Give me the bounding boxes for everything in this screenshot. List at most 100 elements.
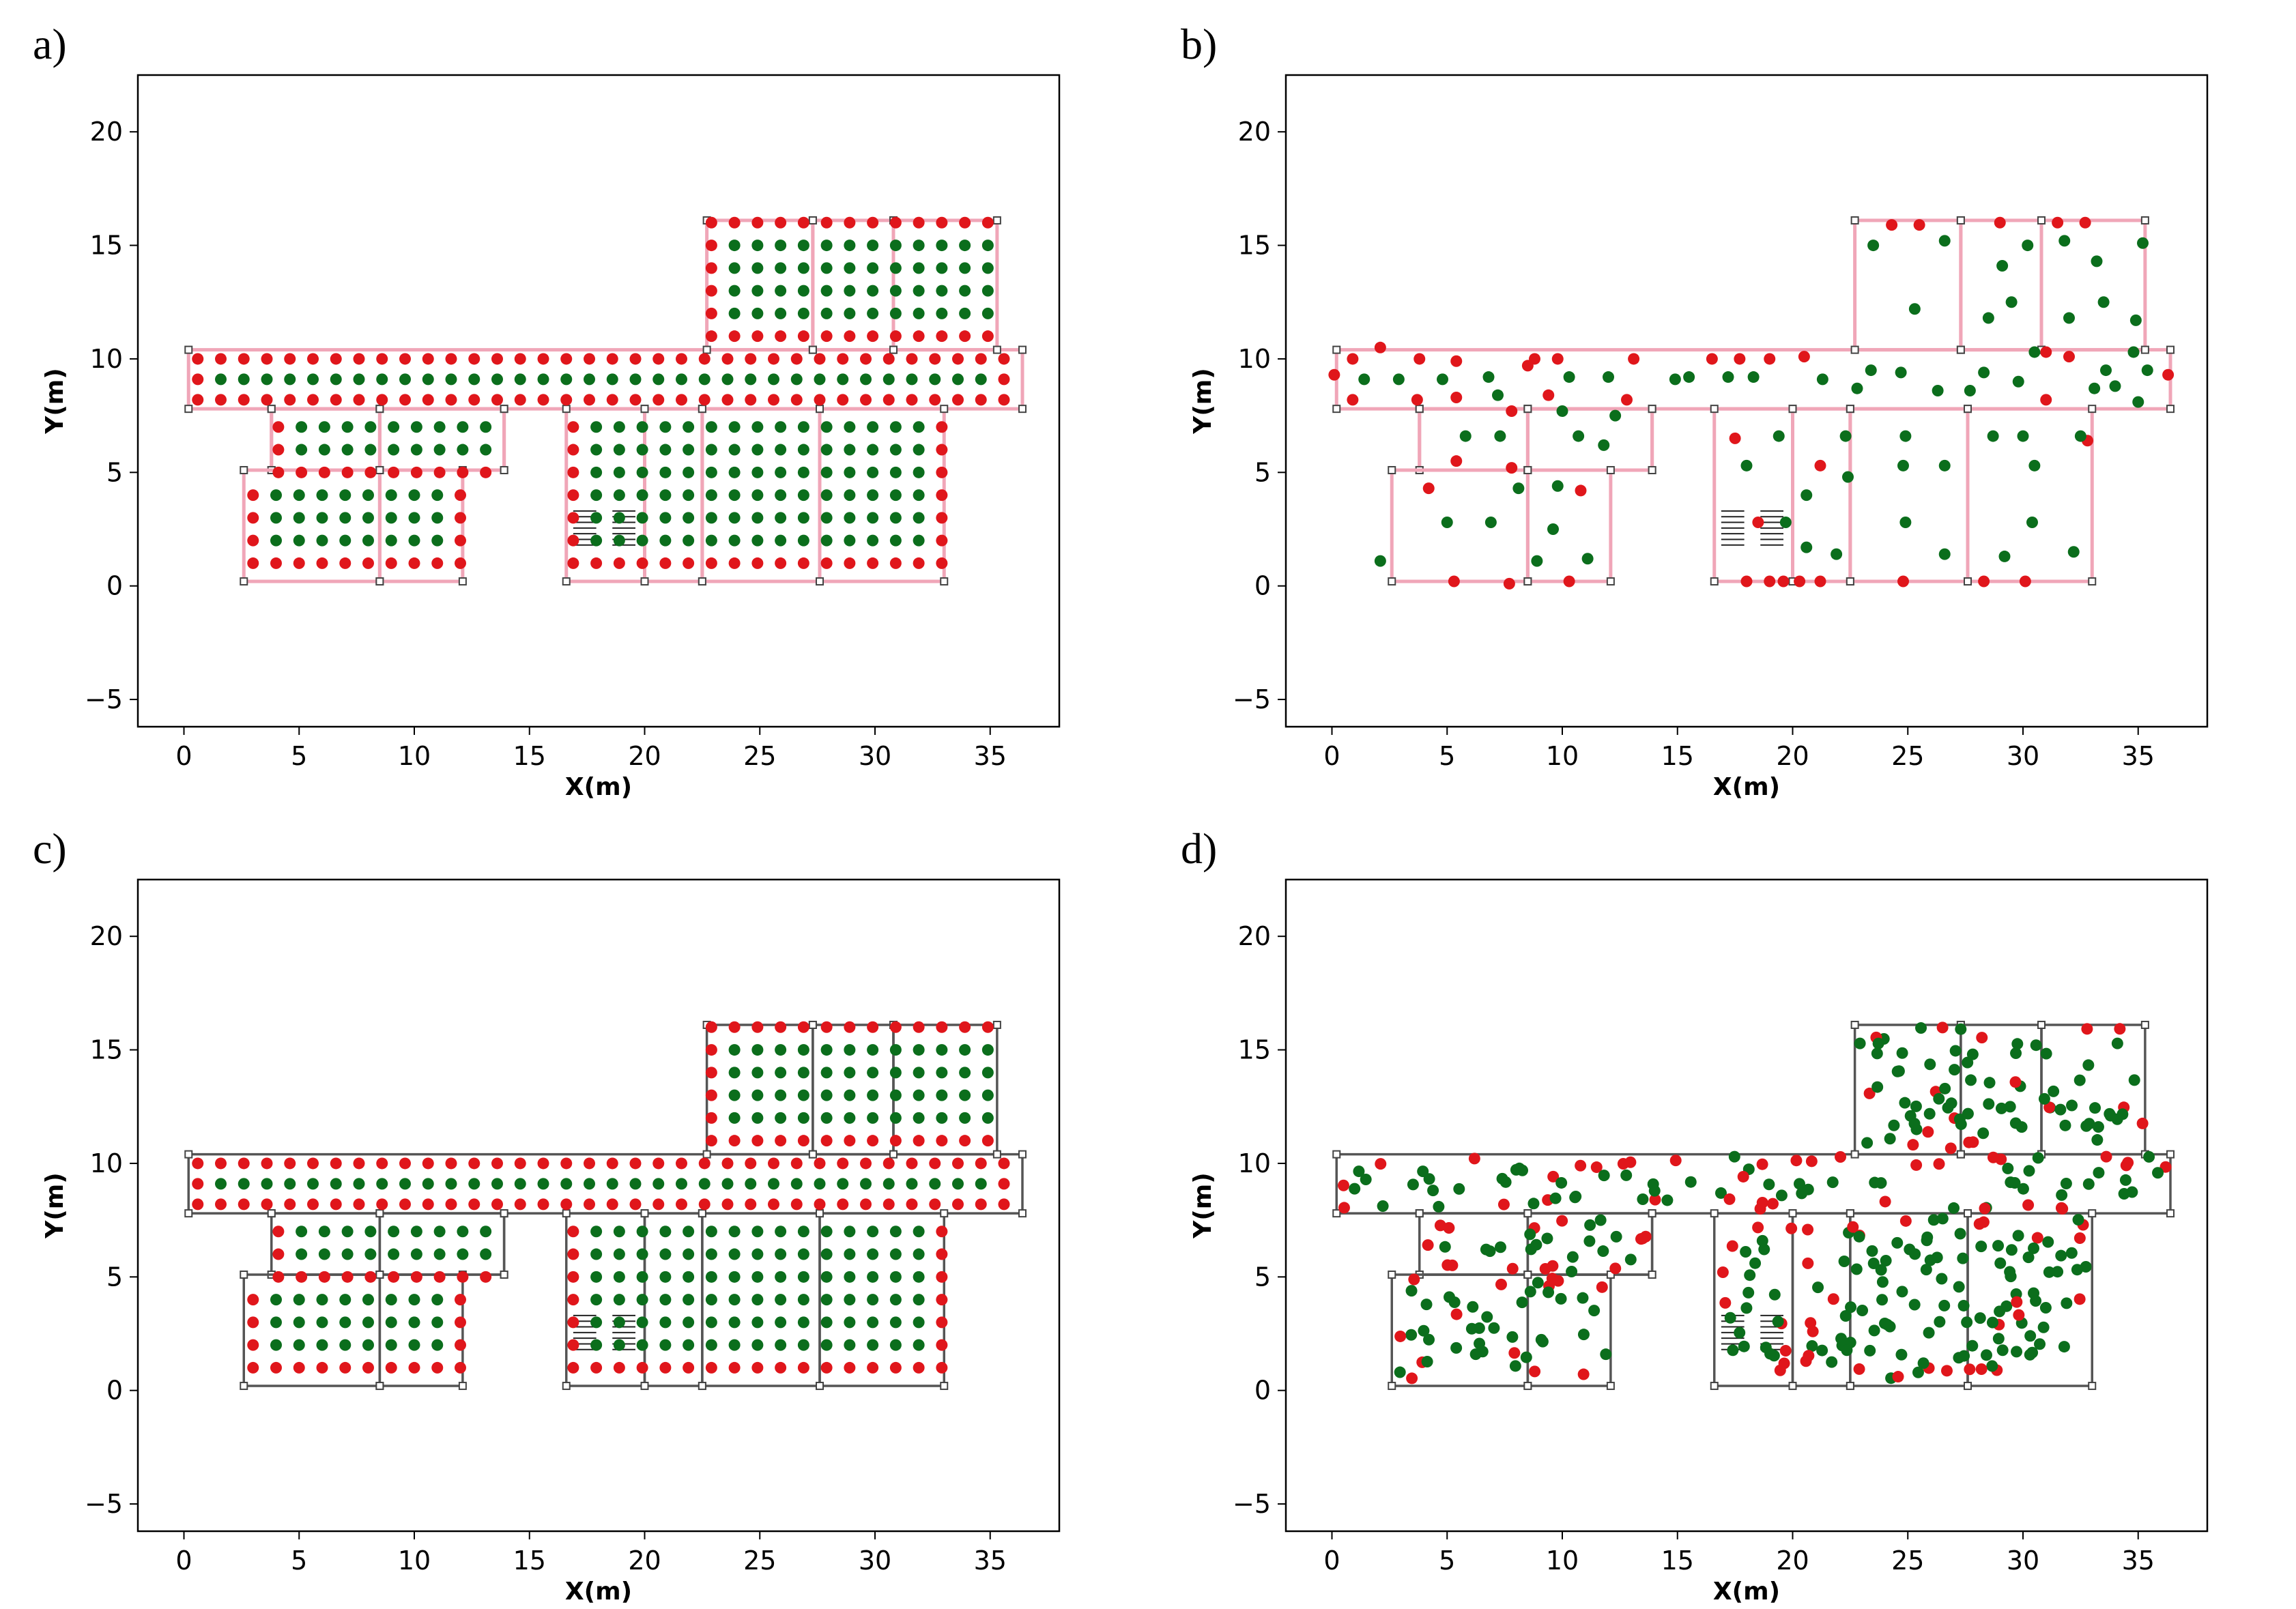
point-red [889, 330, 902, 343]
point-green [590, 534, 603, 547]
point-red [1394, 1330, 1407, 1342]
point-red [882, 1157, 895, 1170]
point-green [913, 1067, 925, 1079]
wall-column [1523, 1382, 1532, 1391]
point-green [751, 1294, 764, 1306]
point-red [705, 1135, 717, 1147]
point-green [1742, 1286, 1755, 1299]
point-green [330, 1178, 342, 1190]
point-green [2002, 1162, 2014, 1174]
point-green [1683, 371, 1695, 383]
wall-column [375, 577, 384, 586]
point-green [1772, 1316, 1784, 1328]
point-green [1871, 1047, 1883, 1060]
point-red [721, 394, 734, 406]
point-green [728, 1067, 741, 1079]
point-green [316, 534, 328, 547]
point-green [867, 444, 879, 456]
point-green [1555, 1292, 1567, 1305]
point-red [272, 1248, 285, 1260]
point-green [728, 1112, 741, 1124]
point-green [705, 512, 717, 524]
point-green [1779, 517, 1792, 529]
point-green [1512, 482, 1525, 495]
point-red [293, 557, 305, 569]
point-green [705, 1294, 717, 1306]
point-red [814, 1157, 826, 1170]
point-green [844, 285, 856, 297]
x-tick-label: 35 [2122, 741, 2155, 771]
x-tick-label: 25 [1891, 741, 1924, 771]
point-green [1510, 1163, 1522, 1176]
point-green [797, 489, 809, 502]
point-red [1542, 389, 1555, 401]
point-red [1899, 1215, 1912, 1227]
point-green [1603, 371, 1614, 383]
point-green [445, 373, 457, 386]
point-red [1375, 1158, 1387, 1170]
point-green [775, 262, 787, 274]
point-red [480, 1271, 492, 1283]
point-red [981, 1021, 994, 1033]
point-red [567, 1361, 579, 1374]
point-green [820, 1339, 833, 1351]
point-red [705, 1361, 717, 1374]
x-tick-label: 5 [1439, 1546, 1455, 1576]
point-red [422, 1198, 434, 1211]
point-green [981, 262, 994, 274]
point-green [820, 240, 833, 252]
point-green [1551, 480, 1564, 492]
point-green [1955, 1023, 1967, 1035]
wall-column [1606, 1382, 1615, 1391]
point-green [1923, 1107, 1936, 1120]
point-green [385, 534, 397, 547]
point-red [1778, 1357, 1790, 1369]
point-red [936, 1339, 948, 1351]
point-red [797, 1021, 809, 1033]
point-red [1422, 482, 1435, 495]
point-green [1912, 1366, 1924, 1378]
x-tick-label: 5 [291, 741, 307, 771]
point-green [1488, 1322, 1500, 1334]
point-green [215, 1178, 227, 1190]
point-red [705, 1067, 717, 1079]
point-green [936, 1067, 948, 1079]
point-green [751, 1316, 764, 1329]
data-points [192, 1021, 1010, 1374]
point-red [514, 353, 526, 365]
point-red [1575, 1159, 1587, 1172]
x-tick-label: 25 [1891, 1546, 1924, 1576]
point-green [1871, 1081, 1884, 1093]
point-green [820, 1112, 833, 1124]
point-red [676, 1198, 687, 1211]
point-green [2071, 1264, 2083, 1276]
point-red [385, 1361, 397, 1374]
point-green [422, 1178, 434, 1190]
point-green [307, 373, 319, 386]
point-green [728, 466, 741, 478]
point-red [867, 216, 879, 229]
point-red [867, 557, 879, 569]
point-red [272, 1226, 285, 1238]
point-red [1497, 1198, 1510, 1211]
wall-column [240, 1382, 248, 1391]
point-green [797, 1089, 809, 1101]
point-red [1506, 1262, 1519, 1275]
point-green [408, 489, 420, 502]
point-green [913, 285, 925, 297]
point-green [636, 466, 648, 478]
point-red [775, 557, 787, 569]
wall-column [2088, 577, 2097, 586]
point-green [2137, 237, 2149, 249]
point-red [238, 353, 250, 365]
point-green [1793, 1178, 1805, 1190]
wall-column [1850, 216, 1859, 224]
point-green [307, 1178, 319, 1190]
wall-column [702, 345, 711, 354]
point-green [936, 1112, 948, 1124]
point-green [797, 466, 809, 478]
point-red [1717, 1266, 1729, 1278]
point-green [820, 285, 833, 297]
plot-frame [137, 74, 1061, 728]
point-green [1473, 1322, 1485, 1334]
